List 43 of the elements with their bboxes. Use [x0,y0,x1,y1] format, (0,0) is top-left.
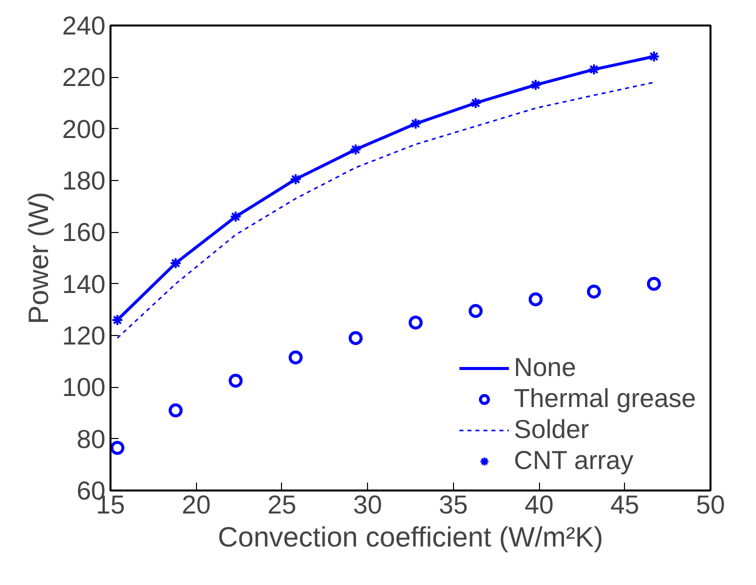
point [468,304,483,318]
point [230,210,242,223]
y-tick-label: 140 [62,268,106,299]
point [648,50,660,62]
point [588,63,600,76]
legend-label: Thermal grease [514,383,696,414]
point [410,118,422,130]
x-tick-label: 35 [438,490,468,520]
legend-label: Solder [514,414,590,445]
x-axis-title: Convection coefficient (W/m²K) [218,522,604,552]
y-tick-label: 160 [62,217,106,248]
point [168,403,183,418]
y-tick-label: 200 [62,114,106,144]
y-tick-label: 180 [62,166,106,196]
y-axis-title: Power (W) [23,192,54,324]
point [470,97,482,109]
x-tick-label: 30 [353,490,382,520]
point [350,144,362,156]
y-tick-label: 240 [62,10,106,40]
point [110,440,124,455]
y-tick-label: 220 [62,62,106,92]
x-tick-label: 20 [182,490,211,520]
point [290,173,302,186]
point [170,257,182,270]
legend-label: CNT array [514,445,634,476]
point [530,78,542,91]
point [528,292,543,306]
point [348,331,363,346]
point [646,276,661,291]
point [408,316,423,330]
x-tick-label: 50 [696,490,725,520]
legend-label: None [514,352,576,383]
line-series [116,82,655,339]
x-tick-label: 45 [610,490,640,520]
x-tick-label: 25 [267,490,296,520]
y-tick-label: 80 [76,424,106,454]
point [228,374,243,388]
point [586,284,601,299]
y-tick-label: 120 [62,320,106,350]
x-tick-label: 40 [524,490,554,520]
y-tick-label: 100 [62,372,106,402]
point [288,350,303,364]
point [111,314,124,326]
